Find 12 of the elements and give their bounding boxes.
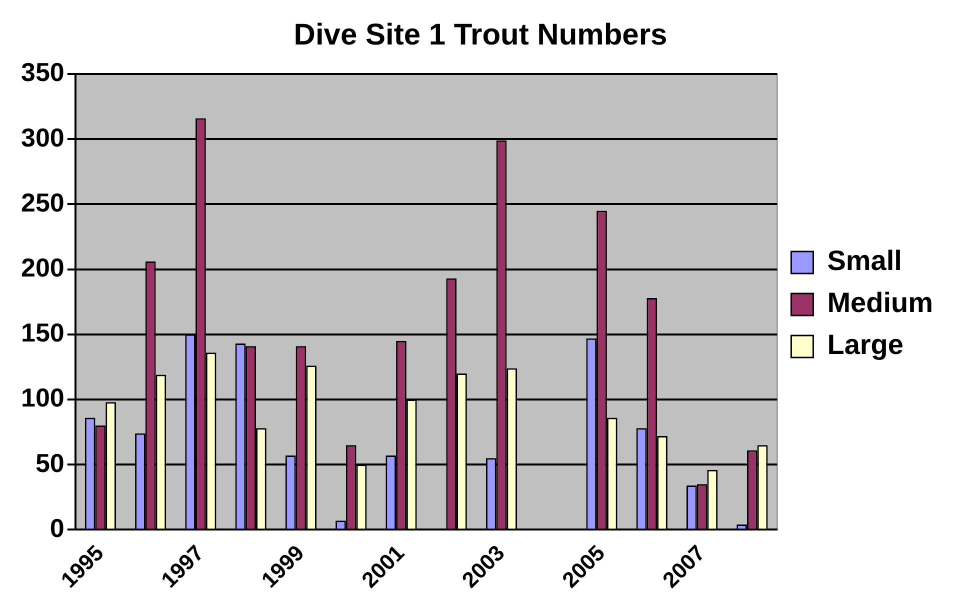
chart-title: Dive Site 1 Trout Numbers <box>294 18 668 52</box>
y-tick-label: 0 <box>50 512 64 543</box>
y-tick-label: 300 <box>20 122 64 152</box>
y-tick-label: 100 <box>20 382 64 413</box>
y-tick-label: 200 <box>20 252 64 282</box>
y-tick-label: 50 <box>35 448 64 478</box>
legend-label: Medium <box>827 287 933 318</box>
legend-label: Large <box>827 329 904 360</box>
legend-label: Small <box>827 245 902 276</box>
y-tick-label: 250 <box>20 187 64 218</box>
y-tick-label: 150 <box>20 318 64 348</box>
y-tick-label: 350 <box>20 57 64 88</box>
